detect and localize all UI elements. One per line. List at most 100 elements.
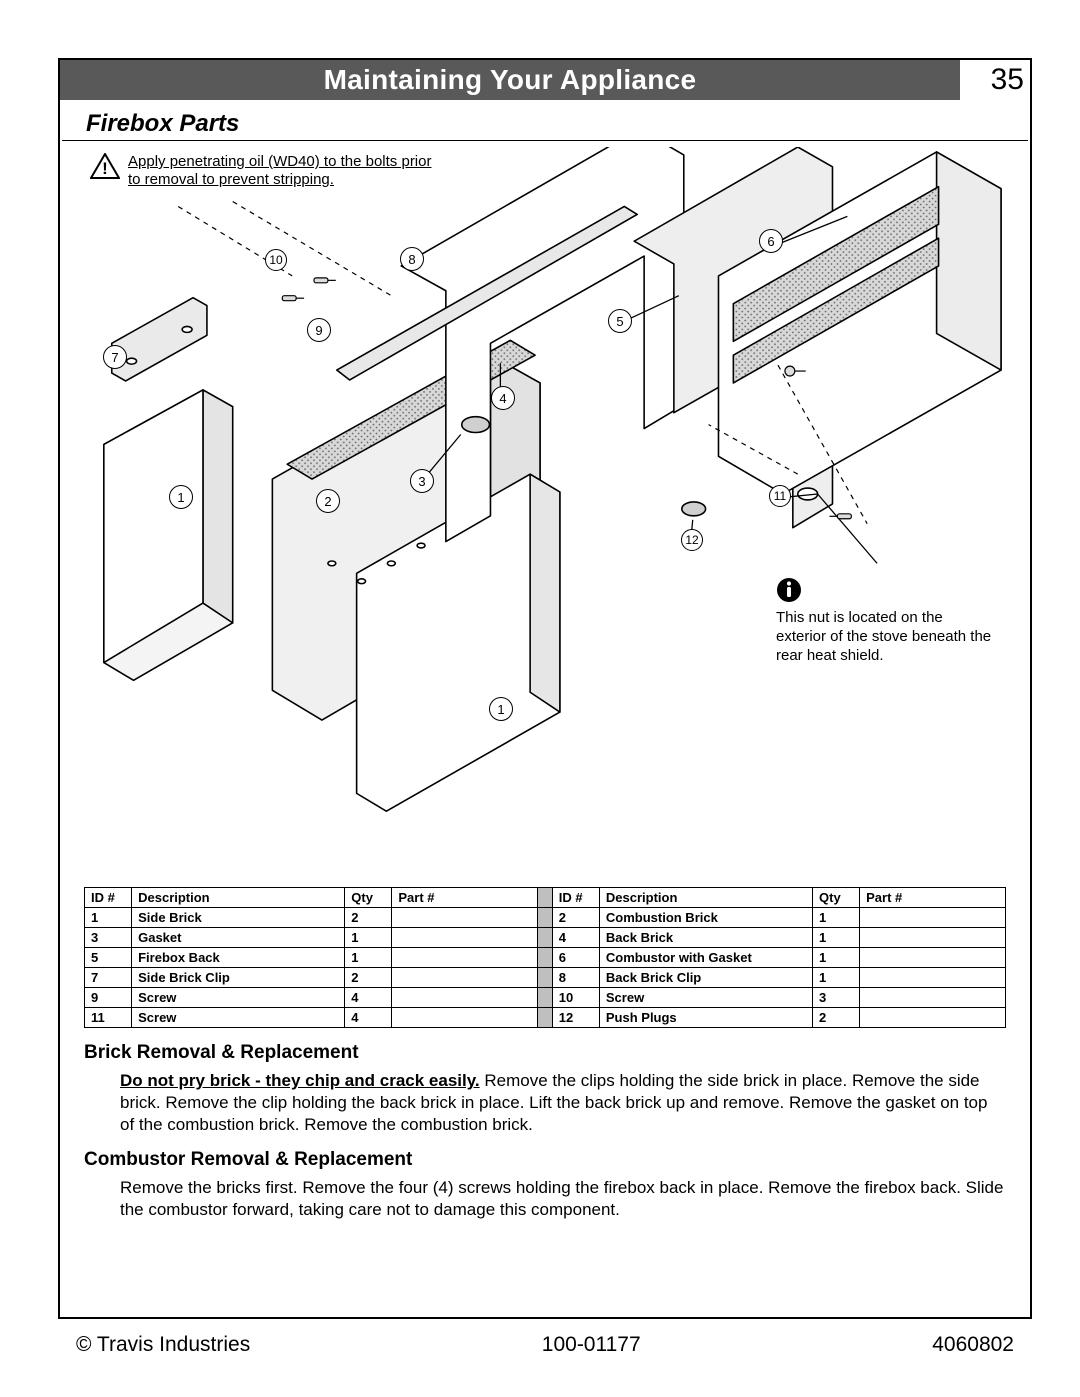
table-cell: 10 xyxy=(552,988,599,1008)
table-cell: 3 xyxy=(85,928,132,948)
table-row: 11Screw4 12Push Plugs2 xyxy=(85,1008,1006,1028)
callout-2: 2 xyxy=(316,489,340,513)
info-note: This nut is located on the exterior of t… xyxy=(776,577,996,665)
callout-12: 12 xyxy=(681,529,703,551)
table-cell: 9 xyxy=(85,988,132,1008)
table-cell: 1 xyxy=(85,908,132,928)
table-cell: Push Plugs xyxy=(599,1008,812,1028)
table-cell: Description xyxy=(132,888,345,908)
table-cell: 1 xyxy=(345,928,392,948)
page-footer: © Travis Industries 100-01177 4060802 xyxy=(58,1333,1032,1357)
table-row: 3Gasket14Back Brick1 xyxy=(85,928,1006,948)
table-cell: Qty xyxy=(813,888,860,908)
table-cell: 2 xyxy=(345,968,392,988)
table-cell: 5 xyxy=(85,948,132,968)
table-cell: ID # xyxy=(552,888,599,908)
callout-9: 9 xyxy=(307,318,331,342)
table-cell: 1 xyxy=(813,908,860,928)
table-cell: Side Brick Clip xyxy=(132,968,345,988)
table-cell: ID # xyxy=(85,888,132,908)
table-cell: 1 xyxy=(345,948,392,968)
callout-10: 10 xyxy=(265,249,287,271)
table-cell: 2 xyxy=(552,908,599,928)
table-cell xyxy=(392,1008,538,1028)
callout-5: 5 xyxy=(608,309,632,333)
table-cell: 3 xyxy=(813,988,860,1008)
table-cell: Part # xyxy=(392,888,538,908)
section-subtitle: Firebox Parts xyxy=(62,106,1028,141)
section-heading: Combustor Removal & Replacement xyxy=(84,1149,1006,1171)
page-number: 35 xyxy=(960,63,1030,97)
table-cell xyxy=(538,928,553,948)
table-cell: 11 xyxy=(85,1008,132,1028)
table-cell: 12 xyxy=(552,1008,599,1028)
table-cell: Side Brick xyxy=(132,908,345,928)
footer-code: 4060802 xyxy=(932,1333,1014,1357)
table-cell: Combustor with Gasket xyxy=(599,948,812,968)
table-cell xyxy=(538,948,553,968)
parts-table: ID #DescriptionQtyPart #ID #DescriptionQ… xyxy=(84,887,1006,1028)
table-cell: 2 xyxy=(345,908,392,928)
callout-3: 3 xyxy=(410,469,434,493)
table-cell: 1 xyxy=(813,968,860,988)
table-cell: Firebox Back xyxy=(132,948,345,968)
callout-7: 7 xyxy=(103,345,127,369)
table-cell: Combustion Brick xyxy=(599,908,812,928)
table-cell xyxy=(392,948,538,968)
table-cell: Screw xyxy=(132,988,345,1008)
table-cell xyxy=(392,988,538,1008)
table-cell xyxy=(538,988,553,1008)
table-cell xyxy=(860,968,1006,988)
table-cell: Gasket xyxy=(132,928,345,948)
table-row: 5Firebox Back16Combustor with Gasket1 xyxy=(85,948,1006,968)
section-body: Remove the bricks first. Remove the four… xyxy=(120,1177,1006,1221)
page-frame: Maintaining Your Appliance 35 Firebox Pa… xyxy=(58,58,1032,1319)
callout-1: 1 xyxy=(169,485,193,509)
callout-4: 4 xyxy=(491,386,515,410)
table-row: 1Side Brick22Combustion Brick1 xyxy=(85,908,1006,928)
table-cell: Part # xyxy=(860,888,1006,908)
info-text: This nut is located on the exterior of t… xyxy=(776,609,991,664)
table-cell: 4 xyxy=(345,988,392,1008)
table-cell: Screw xyxy=(132,1008,345,1028)
section-body: Do not pry brick - they chip and crack e… xyxy=(120,1070,1006,1135)
table-cell xyxy=(538,968,553,988)
table-cell xyxy=(392,908,538,928)
table-cell: 1 xyxy=(813,928,860,948)
table-cell xyxy=(538,1008,553,1028)
table-cell: Back Brick Clip xyxy=(599,968,812,988)
table-cell: Description xyxy=(599,888,812,908)
callout-1: 1 xyxy=(489,697,513,721)
table-cell xyxy=(538,908,553,928)
callout-11: 11 xyxy=(769,485,791,507)
callout-8: 8 xyxy=(400,247,424,271)
table-cell xyxy=(392,928,538,948)
footer-doc: 100-01177 xyxy=(542,1333,641,1357)
table-cell xyxy=(860,948,1006,968)
diagram-svg xyxy=(84,147,1006,881)
table-row: 7Side Brick Clip2 8Back Brick Clip1 xyxy=(85,968,1006,988)
info-icon xyxy=(776,577,802,603)
header-bar: Maintaining Your Appliance 35 xyxy=(60,60,1030,100)
header-title: Maintaining Your Appliance xyxy=(60,60,960,100)
table-cell: 8 xyxy=(552,968,599,988)
table-cell: 6 xyxy=(552,948,599,968)
table-cell: Qty xyxy=(345,888,392,908)
footer-company: © Travis Industries xyxy=(76,1333,250,1357)
table-cell: Back Brick xyxy=(599,928,812,948)
table-cell: 4 xyxy=(345,1008,392,1028)
table-cell xyxy=(860,1008,1006,1028)
table-row: 9Screw410Screw3 xyxy=(85,988,1006,1008)
table-cell: 7 xyxy=(85,968,132,988)
table-cell: 1 xyxy=(813,948,860,968)
table-cell xyxy=(860,988,1006,1008)
table-cell: 2 xyxy=(813,1008,860,1028)
table-cell: Screw xyxy=(599,988,812,1008)
section-heading: Brick Removal & Replacement xyxy=(84,1042,1006,1064)
table-cell xyxy=(860,908,1006,928)
table-cell xyxy=(538,888,553,908)
table-cell xyxy=(392,968,538,988)
exploded-diagram: ! Apply penetrating oil (WD40) to the bo… xyxy=(84,147,1006,887)
table-cell: 4 xyxy=(552,928,599,948)
table-cell xyxy=(860,928,1006,948)
